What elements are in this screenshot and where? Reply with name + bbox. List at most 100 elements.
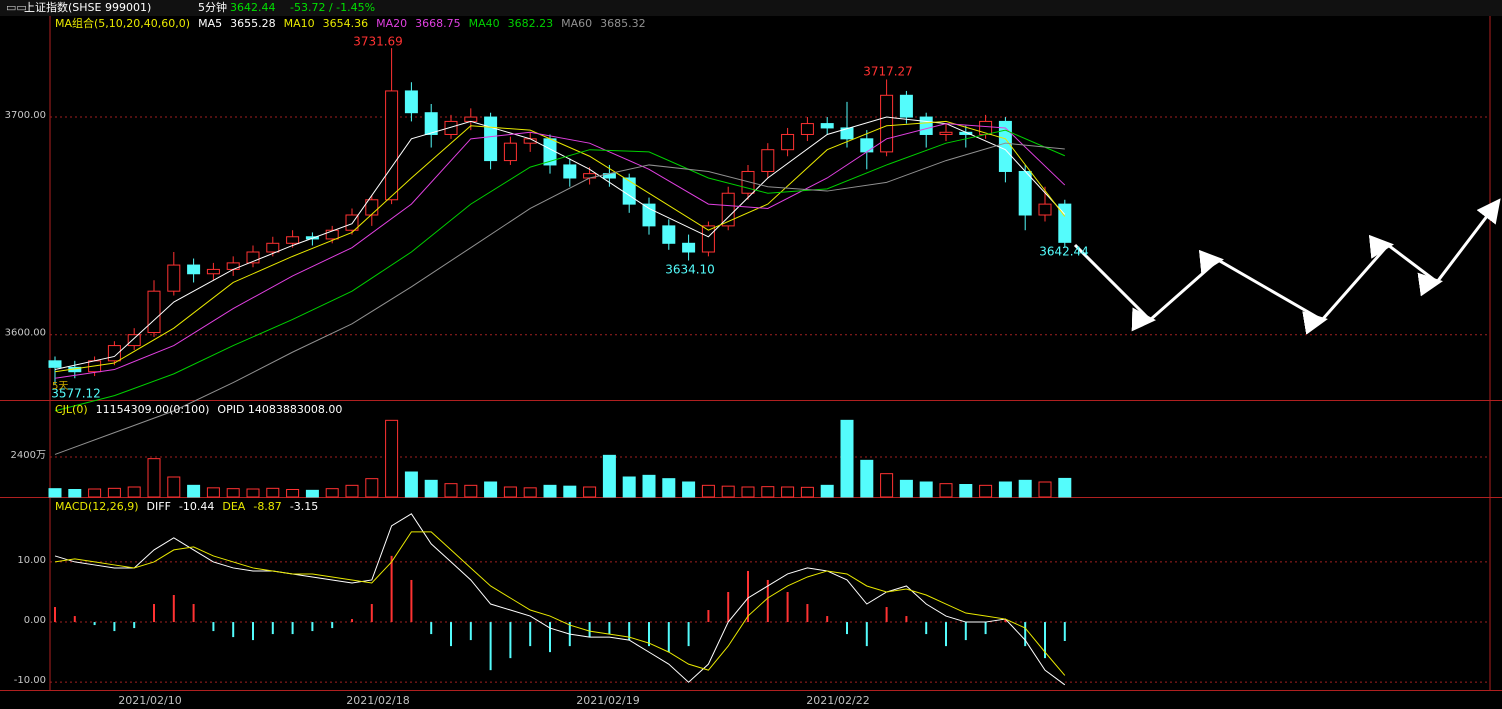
macd-line	[54, 513, 1066, 686]
volume-bar	[503, 486, 517, 498]
volume-bar	[305, 489, 319, 498]
volume-bar	[1018, 479, 1032, 498]
volume-bar	[563, 485, 577, 498]
volume-bar	[880, 473, 894, 498]
candle-body	[721, 192, 735, 227]
annotation-arrows	[1073, 198, 1501, 335]
volume-bar	[583, 486, 597, 498]
candle-body	[820, 123, 834, 129]
volume-bar	[820, 484, 834, 498]
ma-line	[54, 129, 1065, 412]
candle-body	[444, 120, 458, 135]
legend-text: 3668.75	[415, 17, 461, 30]
volume-bar	[206, 487, 220, 498]
volume-bar	[840, 419, 854, 498]
price-annotation: 3577.12	[51, 387, 101, 401]
legend-text: 3682.23	[508, 17, 554, 30]
volume-bar	[226, 488, 240, 498]
legend-text: DEA	[222, 500, 245, 513]
legend-text: 3654.36	[323, 17, 369, 30]
price-annotation: 3731.69	[353, 35, 403, 49]
ma-line	[54, 123, 1066, 379]
volume-bar	[147, 458, 161, 498]
price-annotation: 3717.27	[863, 65, 913, 79]
legend-text: 3655.28	[230, 17, 276, 30]
legend-text: DIFF	[147, 500, 171, 513]
candle-body	[701, 225, 715, 253]
volume-bar	[959, 484, 973, 498]
volume-bar	[622, 476, 636, 498]
legend-text: MA组合(5,10,20,40,60,0)	[55, 16, 190, 30]
change: -53.72 / -1.45%	[290, 1, 375, 14]
candle-body	[385, 90, 399, 201]
y-tick-label: 3600.00	[5, 328, 46, 339]
volume-bar	[444, 483, 458, 498]
macd-line	[54, 531, 1066, 676]
volume-bar	[939, 483, 953, 498]
volume-bar	[642, 474, 656, 498]
legend-text: MA10	[284, 17, 315, 30]
ma-line	[54, 116, 1066, 371]
candle-body	[167, 264, 181, 292]
candle-body	[919, 116, 933, 135]
x-tick-label: 2021/02/19	[576, 694, 639, 707]
volume-bar	[88, 488, 102, 498]
volume-bar	[365, 478, 379, 498]
legend-text: 3685.32	[600, 17, 646, 30]
candle-body	[761, 149, 775, 172]
candle-body	[662, 225, 676, 244]
candle-body	[484, 116, 498, 162]
candle-body	[503, 142, 517, 162]
candle-body	[325, 229, 339, 240]
candle-body	[127, 334, 141, 347]
legend-text: MA20	[376, 17, 407, 30]
symbol[interactable]: 上证指数(SHSE 999001)	[24, 0, 151, 14]
candle-body	[266, 242, 280, 253]
ma-line	[54, 120, 1066, 373]
candle-body	[998, 120, 1012, 172]
candle-body	[642, 203, 656, 227]
y-tick-label: 2400万	[11, 450, 46, 461]
volume-bar	[68, 489, 82, 498]
y-tick-label: 10.00	[17, 555, 46, 566]
range-tag: 5天	[52, 381, 68, 392]
volume-bar	[899, 479, 913, 498]
candle-body	[899, 94, 913, 118]
x-tick-label: 2021/02/18	[346, 694, 409, 707]
volume-bar	[266, 487, 280, 498]
period[interactable]: 5分钟	[198, 0, 227, 14]
ma-line	[54, 142, 1065, 455]
volume-bar	[246, 488, 260, 498]
candle-body	[206, 268, 220, 275]
volume-bar	[998, 481, 1012, 498]
y-tick-label: 3700.00	[5, 110, 46, 121]
legend-text: CJL(0)	[55, 403, 88, 416]
candle-body	[1018, 170, 1032, 216]
candle-body	[1038, 203, 1052, 216]
legend-text: -10.44	[179, 500, 214, 513]
candle-body	[800, 123, 814, 135]
y-tick-label: -10.00	[14, 675, 46, 686]
legend-text: -3.15	[290, 500, 318, 513]
legend-text: -8.87	[253, 500, 281, 513]
volume-bar	[662, 478, 676, 498]
volume-bar	[1038, 481, 1052, 498]
volume-bar	[187, 484, 201, 498]
legend-text: MACD(12,26,9)	[55, 500, 139, 513]
candle-body	[781, 133, 795, 151]
legend-text: 11154309.00(0:100)	[96, 403, 210, 416]
candle-body	[226, 262, 240, 270]
legend-text: MA5	[198, 17, 222, 30]
candle-body	[424, 112, 438, 135]
price: 3642.44	[230, 1, 276, 14]
icon: ▭▭	[6, 1, 27, 14]
volume-bar	[1058, 477, 1072, 498]
candle-body	[246, 251, 260, 264]
candle-body	[147, 290, 161, 334]
x-tick-label: 2021/02/10	[118, 694, 181, 707]
volume-bar	[464, 484, 478, 498]
legend-text: OPID 14083883008.00	[217, 403, 342, 416]
volume-bar	[781, 486, 795, 498]
top-bar	[0, 0, 1502, 16]
